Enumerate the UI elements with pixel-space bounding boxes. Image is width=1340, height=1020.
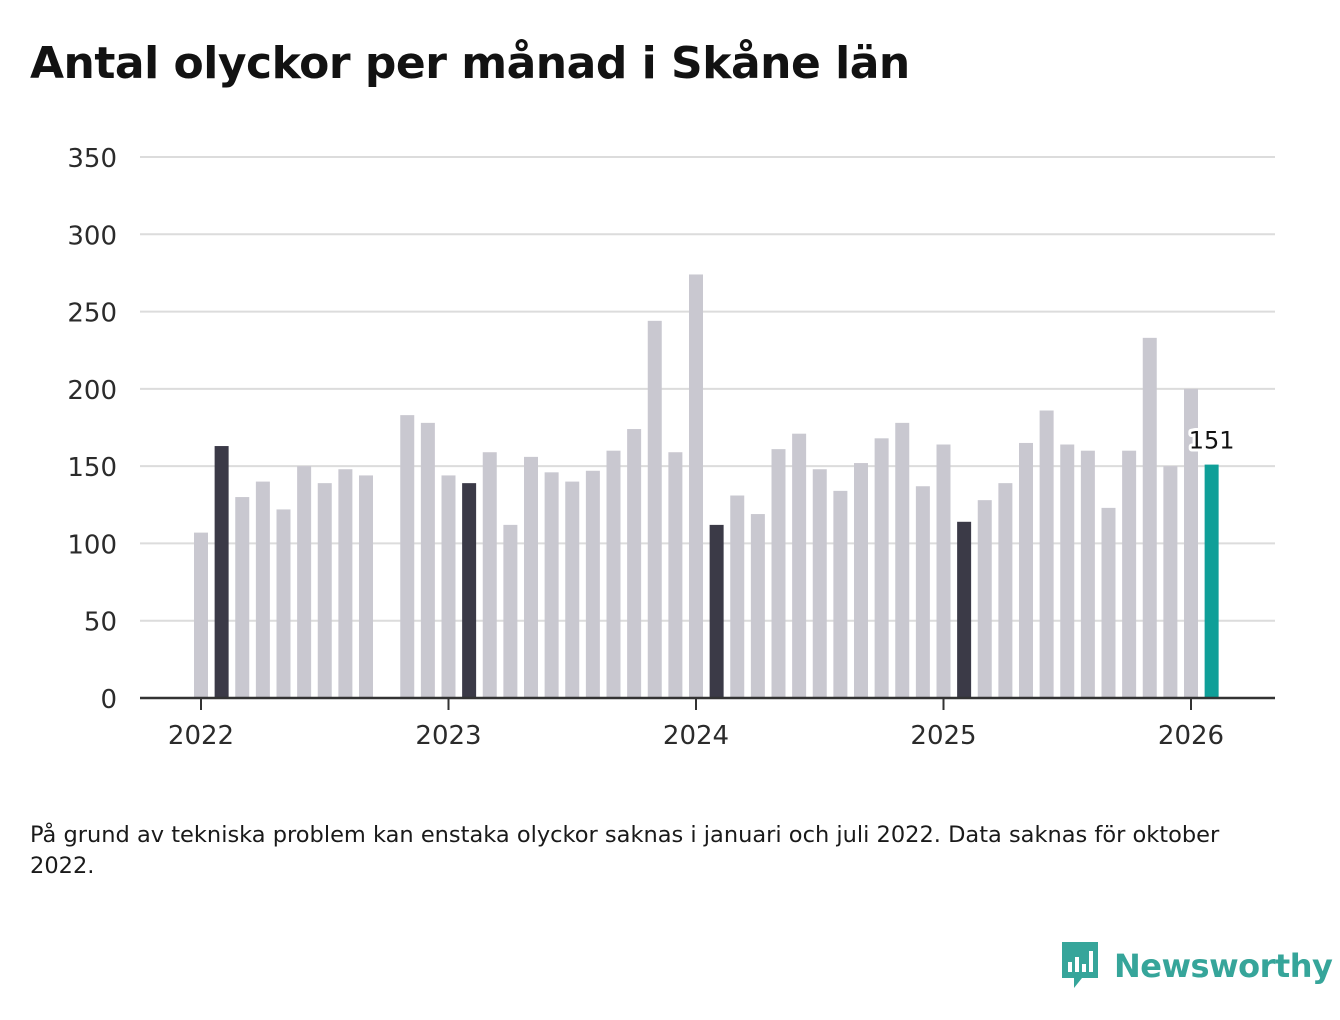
bar-2023-12[interactable] [668, 452, 683, 698]
newsworthy-bar-chart-icon [1060, 940, 1100, 992]
x-tick-label: 2024 [663, 721, 729, 751]
x-tick-label: 2026 [1158, 721, 1224, 751]
footnote: På grund av tekniska problem kan enstaka… [30, 822, 1220, 879]
data-labels: 151 [1186, 424, 1238, 458]
y-tick-label: 100 [67, 530, 117, 560]
x-axis-tick-labels: 2022 2023 2024 2025 2026 [168, 698, 1224, 751]
bar-2022-09[interactable] [359, 475, 373, 698]
bar-2022-03[interactable] [235, 497, 250, 698]
bar-2025-02[interactable] [957, 521, 972, 698]
bar-2023-06[interactable] [544, 472, 559, 698]
bar-2022-04[interactable] [255, 481, 270, 698]
bar-2025-05[interactable] [1019, 442, 1033, 698]
bar-2023-08[interactable] [585, 470, 600, 698]
y-tick-label: 50 [84, 608, 117, 638]
bar-2024-12[interactable] [915, 486, 930, 698]
bar-2023-01[interactable] [441, 475, 456, 698]
bar-2025-01[interactable] [936, 444, 951, 698]
bar-2022-01[interactable] [194, 532, 208, 698]
bar-2025-03[interactable] [977, 500, 992, 698]
bars [194, 274, 1219, 698]
bar-2023-05[interactable] [524, 456, 538, 698]
bar-2023-03[interactable] [482, 452, 497, 698]
y-tick-label: 0 [100, 685, 117, 715]
x-tick-label: 2025 [910, 721, 976, 751]
bar-2026-02[interactable] [1204, 464, 1219, 698]
bar-2022-07[interactable] [317, 483, 332, 698]
bar-2023-11[interactable] [647, 320, 662, 698]
bar-2024-05[interactable] [771, 449, 786, 698]
data-label-latest: 151 [1189, 427, 1235, 455]
bar-2024-10[interactable] [874, 438, 889, 698]
newsworthy-logo[interactable]: Newsworthy [1060, 938, 1333, 994]
bar-2025-09[interactable] [1101, 507, 1116, 698]
bar-2026-01[interactable] [1184, 388, 1198, 698]
bar-2022-08[interactable] [338, 469, 353, 698]
bar-2024-07[interactable] [812, 469, 827, 698]
bar-2024-02[interactable] [709, 524, 724, 698]
y-tick-label: 200 [67, 376, 117, 406]
bar-2024-03[interactable] [730, 495, 745, 698]
y-axis-tick-labels: 0 50 100 150 200 250 300 350 [67, 144, 117, 715]
chart-title: Antal olyckor per månad i Skåne län [30, 38, 910, 89]
bar-2025-07[interactable] [1060, 444, 1075, 698]
bar-2024-11[interactable] [895, 422, 910, 698]
bar-2023-02[interactable] [462, 483, 477, 698]
bar-2022-02[interactable] [214, 446, 229, 698]
x-tick-label: 2023 [415, 721, 481, 751]
bar-2023-04[interactable] [503, 524, 518, 698]
y-tick-label: 150 [67, 453, 117, 483]
bar-2022-11[interactable] [400, 415, 415, 698]
y-tick-label: 250 [67, 299, 117, 329]
x-tick-label: 2022 [168, 721, 234, 751]
bar-2025-12[interactable] [1163, 466, 1178, 698]
bar-2024-08[interactable] [833, 490, 848, 698]
bar-2024-04[interactable] [750, 514, 765, 698]
brand-name: Newsworthy [1114, 947, 1333, 985]
bar-2023-07[interactable] [565, 481, 580, 698]
bar-2022-12[interactable] [420, 422, 435, 698]
bar-2024-01[interactable] [689, 274, 703, 698]
bar-2025-06[interactable] [1039, 410, 1054, 698]
bar-2022-06[interactable] [297, 466, 312, 698]
bar-2025-10[interactable] [1122, 450, 1137, 698]
bar-2025-08[interactable] [1080, 450, 1095, 698]
bar-2025-04[interactable] [998, 483, 1013, 698]
bar-2023-10[interactable] [627, 429, 642, 698]
bar-2024-09[interactable] [854, 463, 868, 698]
y-tick-label: 350 [67, 144, 117, 174]
bar-2022-05[interactable] [276, 509, 291, 698]
bar-2024-06[interactable] [792, 433, 807, 698]
bar-2025-11[interactable] [1142, 337, 1157, 698]
bar-2023-09[interactable] [606, 450, 621, 698]
y-tick-label: 300 [67, 221, 117, 251]
